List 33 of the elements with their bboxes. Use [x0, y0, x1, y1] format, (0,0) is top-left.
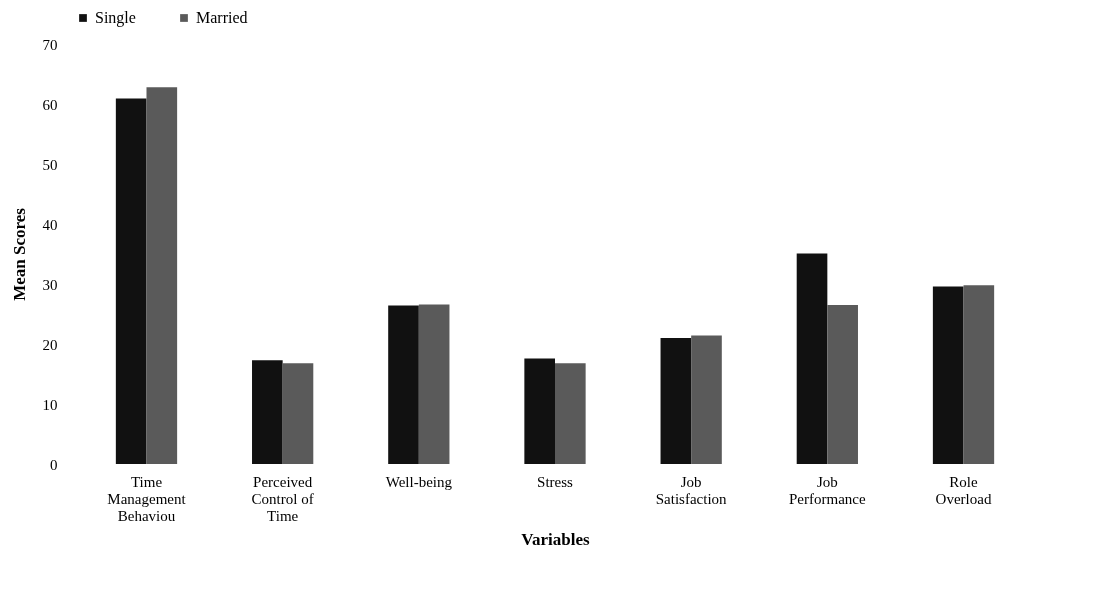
y-tick-label: 60	[42, 96, 58, 113]
y-tick-label: 40	[42, 216, 58, 233]
x-tick-label: Time Management Behaviou	[107, 473, 187, 524]
x-tick-label: Stress	[537, 473, 574, 490]
x-axis-title: Variables	[521, 529, 591, 549]
bar	[524, 358, 555, 464]
x-tick-label: Well-being	[385, 473, 453, 490]
x-tick-label: Perceived Control of Time	[251, 473, 314, 524]
bar	[115, 98, 147, 464]
legend-label: Married	[196, 9, 248, 26]
y-tick-label: 0	[50, 456, 58, 473]
bar	[963, 285, 995, 464]
x-tick-label: Job Performance	[789, 473, 866, 507]
x-tick-label: Role Overload	[935, 473, 992, 507]
bar	[418, 304, 450, 464]
y-tick-label: 50	[42, 156, 58, 173]
bar	[555, 363, 586, 464]
legend-label: Single	[95, 9, 136, 27]
bar	[146, 87, 178, 464]
y-tick-label: 10	[42, 396, 58, 413]
bar	[932, 286, 964, 464]
y-axis-title: Mean Scores	[9, 207, 29, 301]
bar	[796, 253, 828, 464]
y-tick-label: 30	[42, 276, 58, 293]
bar	[691, 335, 722, 464]
bar	[282, 363, 314, 464]
bar	[660, 338, 692, 464]
bar	[388, 305, 419, 464]
y-tick-label: 70	[42, 36, 58, 53]
bar	[827, 305, 858, 464]
x-tick-label: Job Satisfaction	[655, 473, 728, 507]
y-tick-label: 20	[42, 336, 58, 353]
bar	[252, 360, 283, 464]
